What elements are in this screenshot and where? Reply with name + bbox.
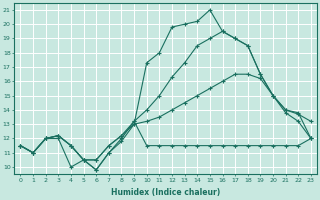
- X-axis label: Humidex (Indice chaleur): Humidex (Indice chaleur): [111, 188, 220, 197]
